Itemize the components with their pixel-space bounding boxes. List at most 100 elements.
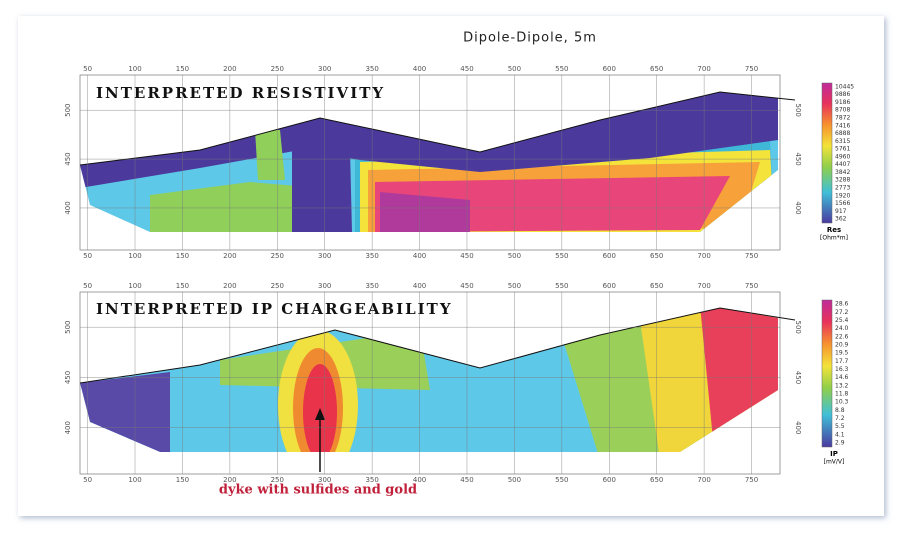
colorbar-label: 16.3 — [835, 366, 849, 373]
x-tick-label: 500 — [508, 252, 521, 260]
x-tick-label: 300 — [318, 476, 331, 484]
colorbar-label: 5761 — [835, 146, 850, 153]
x-tick-label: 750 — [745, 476, 758, 484]
colorbar-label: 20.9 — [835, 341, 849, 348]
colorbar-label: 13.2 — [835, 382, 849, 389]
y-tick-label: 500 — [794, 104, 802, 117]
x-tick-label: 600 — [603, 476, 616, 484]
colorbar-label: 3842 — [835, 169, 850, 176]
x-tick-label: 650 — [650, 282, 663, 290]
x-tick-label: 350 — [365, 282, 378, 290]
colorbar-label: 6888 — [835, 130, 850, 137]
colorbar-label: 8.8 — [835, 407, 845, 414]
x-tick-label: 250 — [271, 252, 284, 260]
x-tick-label: 550 — [555, 282, 568, 290]
x-tick-label: 550 — [555, 252, 568, 260]
colorbar-label: 10.3 — [835, 399, 849, 406]
x-tick-label: 100 — [128, 65, 141, 73]
colorbar-label: 7.2 — [835, 415, 845, 422]
x-tick-label: 600 — [603, 65, 616, 73]
x-tick-label: 150 — [176, 252, 189, 260]
x-tick-label: 600 — [603, 252, 616, 260]
colorbar-label: 5.5 — [835, 423, 845, 430]
x-tick-label: 500 — [508, 282, 521, 290]
colorbar-unit: [Ohm*m] — [820, 235, 848, 242]
y-tick-label: 500 — [794, 321, 802, 334]
x-tick-label: 650 — [650, 476, 663, 484]
x-tick-label: 700 — [697, 282, 710, 290]
x-tick-label: 350 — [365, 476, 378, 484]
colorbar-label: 4.1 — [835, 431, 845, 438]
colorbar-label: 28.6 — [835, 301, 849, 308]
colorbar-label: 8708 — [835, 107, 850, 114]
x-tick-label: 300 — [318, 252, 331, 260]
x-tick-label: 300 — [318, 282, 331, 290]
x-tick-label: 450 — [460, 252, 473, 260]
x-tick-label: 400 — [413, 282, 426, 290]
x-tick-label: 200 — [223, 476, 236, 484]
colorbar-unit: [mV/V] — [824, 459, 845, 466]
y-tick-label: 500 — [64, 104, 72, 117]
colorbar-label: 6315 — [835, 138, 850, 145]
colorbar-label: 362 — [835, 216, 847, 223]
y-tick-label: 500 — [64, 321, 72, 334]
x-tick-label: 300 — [318, 65, 331, 73]
y-tick-label: 450 — [64, 152, 72, 165]
colorbar-title: Res — [827, 226, 841, 234]
x-tick-label: 750 — [745, 252, 758, 260]
x-tick-label: 250 — [271, 282, 284, 290]
x-tick-label: 100 — [128, 282, 141, 290]
colorbar-label: 2773 — [835, 185, 850, 192]
x-tick-label: 200 — [223, 282, 236, 290]
colorbar-label: 9886 — [835, 91, 850, 98]
x-tick-label: 150 — [176, 65, 189, 73]
colorbar — [821, 299, 833, 448]
x-tick-label: 550 — [555, 476, 568, 484]
x-tick-label: 700 — [697, 476, 710, 484]
x-tick-label: 50 — [83, 65, 92, 73]
x-tick-label: 450 — [460, 65, 473, 73]
x-tick-label: 700 — [697, 65, 710, 73]
x-tick-label: 250 — [271, 476, 284, 484]
colorbar-label: 10445 — [835, 83, 854, 90]
colorbar-label: 3288 — [835, 177, 850, 184]
colorbar-label: 4960 — [835, 153, 850, 160]
colorbar-title: IP — [830, 450, 838, 458]
colorbar-label: 19.5 — [835, 350, 849, 357]
colorbar-label: 1566 — [835, 200, 850, 207]
colorbar-label: 14.6 — [835, 374, 849, 381]
colorbar-label: 1920 — [835, 192, 850, 199]
x-tick-label: 550 — [555, 65, 568, 73]
colorbar-label: 7872 — [835, 115, 850, 122]
x-tick-label: 200 — [223, 65, 236, 73]
x-tick-label: 700 — [697, 252, 710, 260]
x-tick-label: 150 — [176, 282, 189, 290]
x-tick-label: 200 — [223, 252, 236, 260]
x-tick-label: 600 — [603, 282, 616, 290]
x-tick-label: 50 — [83, 252, 92, 260]
x-tick-label: 750 — [745, 282, 758, 290]
x-tick-label: 50 — [83, 476, 92, 484]
x-tick-label: 250 — [271, 65, 284, 73]
colorbar-label: 27.2 — [835, 309, 849, 316]
colorbar-label: 25.4 — [835, 317, 849, 324]
y-tick-label: 400 — [794, 201, 802, 214]
x-tick-label: 650 — [650, 252, 663, 260]
y-tick-label: 450 — [64, 371, 72, 384]
x-tick-label: 650 — [650, 65, 663, 73]
colorbar-label: 7416 — [835, 122, 850, 129]
x-tick-label: 350 — [365, 252, 378, 260]
x-tick-label: 400 — [413, 65, 426, 73]
y-tick-label: 400 — [64, 421, 72, 434]
x-tick-label: 750 — [745, 65, 758, 73]
colorbar-label: 11.8 — [835, 390, 849, 397]
x-tick-label: 100 — [128, 476, 141, 484]
panel-title: INTERPRETED RESISTIVITY — [96, 84, 385, 102]
colorbar-label: 17.7 — [835, 358, 849, 365]
annotation: dyke with sulfides and gold — [219, 483, 417, 498]
x-tick-label: 500 — [508, 476, 521, 484]
title-box — [90, 82, 355, 106]
colorbar — [821, 82, 833, 224]
x-tick-label: 450 — [460, 476, 473, 484]
